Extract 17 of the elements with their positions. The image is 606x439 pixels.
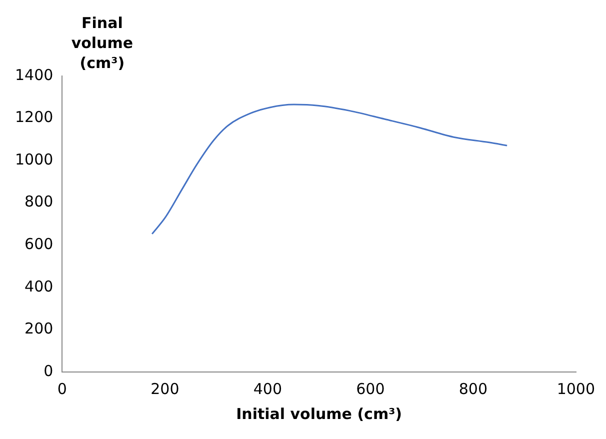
x-tick-label: 400 xyxy=(253,380,282,398)
line-series xyxy=(151,104,508,235)
y-tick-label: 1200 xyxy=(14,108,54,126)
y-tick-label: 200 xyxy=(24,320,54,338)
y-tick-label: 0 xyxy=(44,362,54,380)
x-tick-label: 600 xyxy=(356,380,385,398)
y-tick-label: 600 xyxy=(24,235,54,254)
y-tick-label: 1000 xyxy=(14,150,54,168)
x-tick-label: 0 xyxy=(57,380,67,398)
x-tick-label: 1000 xyxy=(556,380,596,398)
x-tick-label: 800 xyxy=(458,380,488,398)
x-tick-label: 200 xyxy=(150,380,180,398)
x-axis-title: Initial volume (cm³) xyxy=(236,404,402,423)
y-tick-label: 400 xyxy=(24,277,54,296)
y-tick-label: 1400 xyxy=(14,66,54,84)
y-tick-label: 800 xyxy=(24,192,54,211)
y-axis-title: Final volume (cm³) xyxy=(71,14,134,72)
